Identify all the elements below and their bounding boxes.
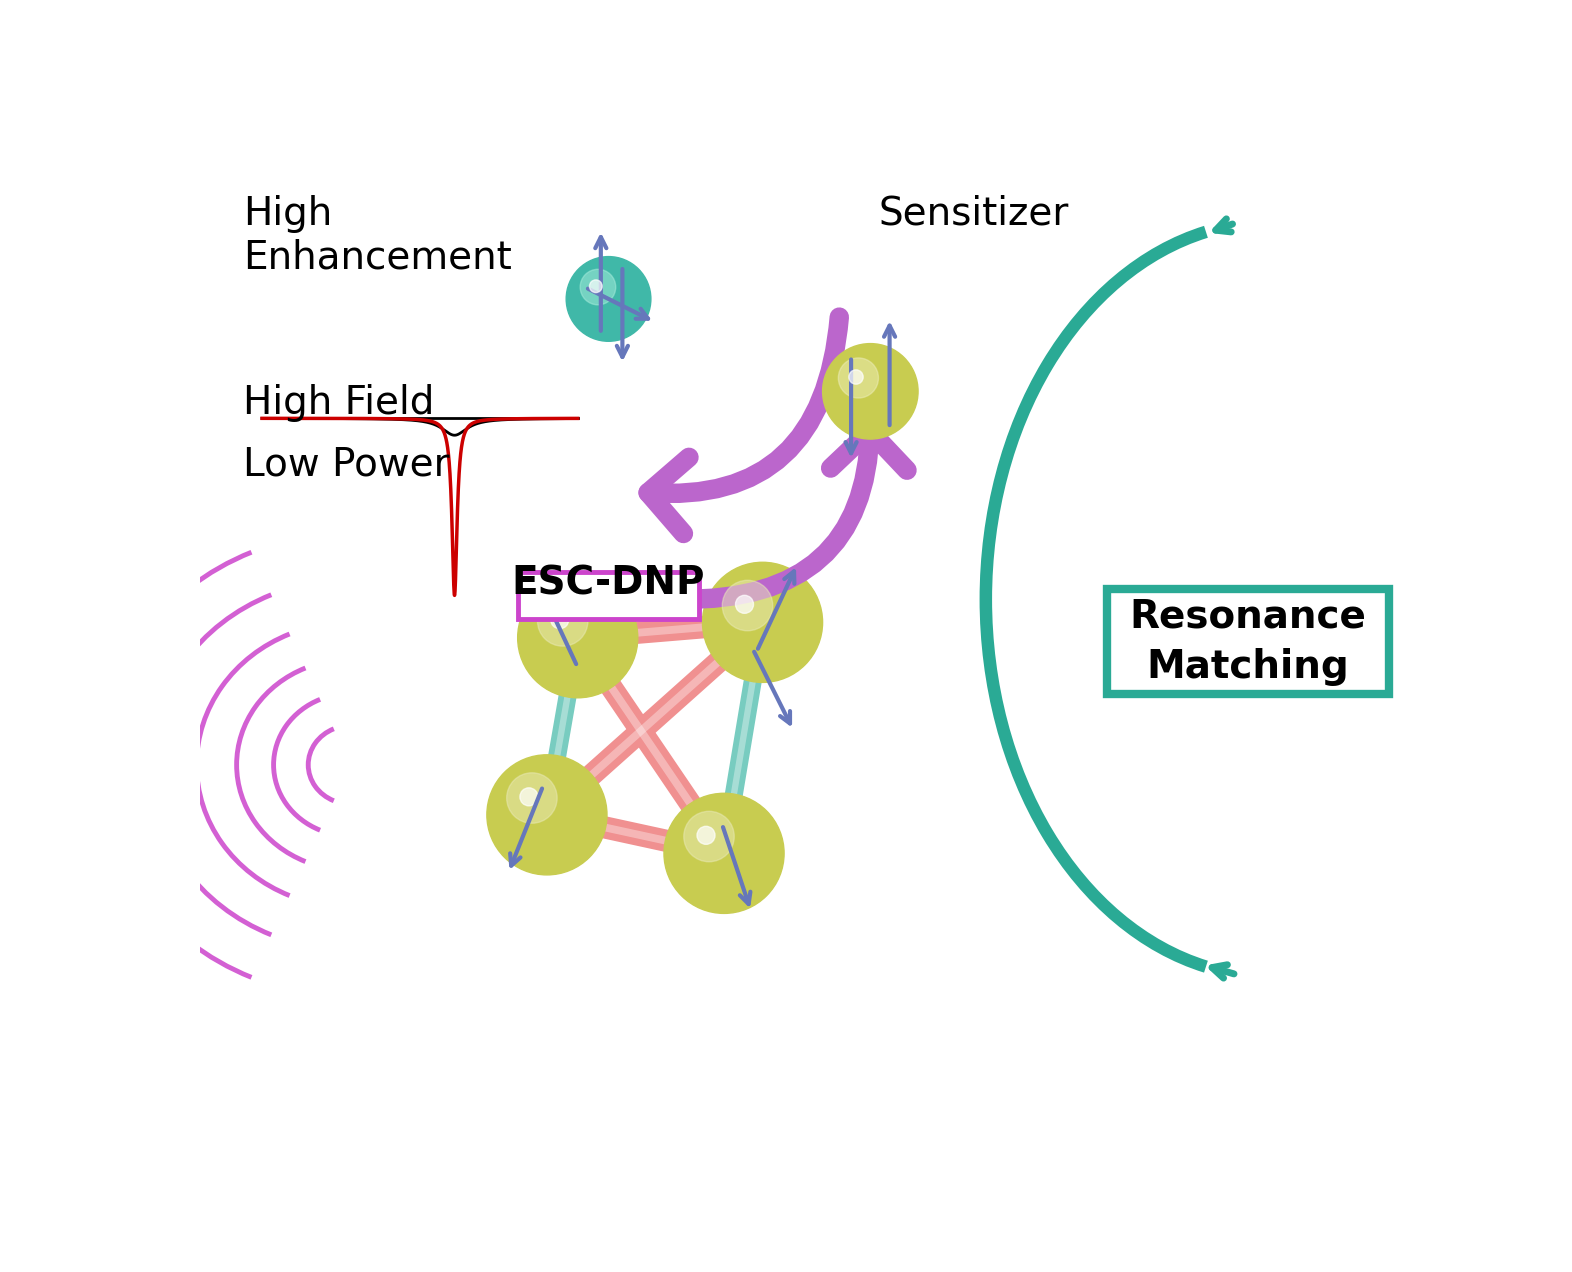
Circle shape — [684, 812, 734, 861]
Circle shape — [580, 270, 616, 305]
Circle shape — [538, 595, 588, 646]
Circle shape — [696, 827, 715, 845]
Text: ESC-DNP: ESC-DNP — [512, 565, 706, 603]
Circle shape — [590, 280, 602, 293]
Text: Sensitizer: Sensitizer — [879, 195, 1069, 233]
Circle shape — [550, 611, 569, 628]
Circle shape — [703, 562, 822, 682]
Text: High Field: High Field — [242, 384, 434, 421]
Circle shape — [722, 580, 773, 631]
Circle shape — [517, 577, 638, 698]
Circle shape — [506, 773, 556, 823]
Circle shape — [566, 257, 651, 341]
Circle shape — [663, 794, 784, 913]
Circle shape — [849, 370, 863, 384]
Circle shape — [520, 787, 538, 806]
Circle shape — [487, 754, 607, 875]
FancyBboxPatch shape — [1107, 589, 1388, 695]
Circle shape — [822, 343, 918, 439]
Circle shape — [838, 357, 879, 398]
FancyArrowPatch shape — [681, 431, 907, 599]
Circle shape — [736, 595, 753, 613]
Text: High
Enhancement: High Enhancement — [242, 195, 511, 277]
FancyBboxPatch shape — [519, 571, 698, 619]
Text: Resonance
Matching: Resonance Matching — [1129, 598, 1366, 686]
FancyArrowPatch shape — [648, 317, 839, 533]
Text: Low Power: Low Power — [242, 445, 450, 483]
